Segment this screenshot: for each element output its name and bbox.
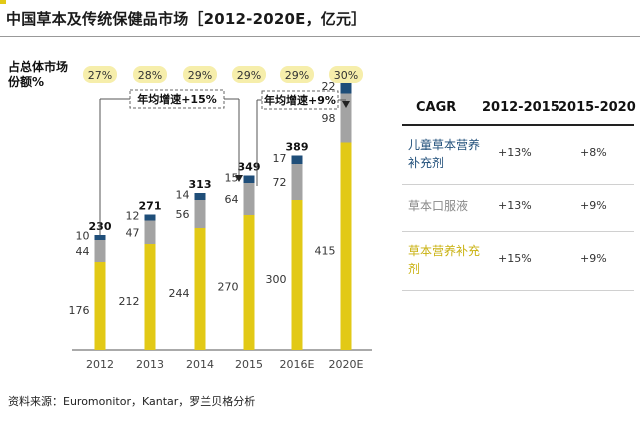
value-label-herbal-nutrition: 270 bbox=[218, 281, 239, 294]
share-pill bbox=[83, 66, 117, 83]
x-tick-label: 2015 bbox=[235, 358, 263, 371]
cagr-row-name: 草本营养补充剂 bbox=[408, 244, 481, 276]
cagr-row-herbal-oral-liquid: 草本口服液 +13% +9% bbox=[402, 185, 634, 232]
value-label-children-herbal: 22 bbox=[322, 80, 336, 93]
cagr-header-period-1: 2012-2015 bbox=[482, 100, 560, 115]
bar-segment-herbal-nutrition bbox=[340, 142, 352, 350]
share-pill-value: 29% bbox=[237, 69, 261, 82]
title-accent-mark bbox=[0, 0, 6, 4]
cagr-row-value-2015-2020: +9% bbox=[580, 252, 607, 265]
bar-segment-herbal-nutrition bbox=[144, 244, 156, 350]
bar-segment-children-herbal bbox=[94, 235, 106, 240]
share-pill bbox=[329, 66, 363, 83]
share-pill-value: 29% bbox=[285, 69, 309, 82]
value-label-herbal-nutrition: 176 bbox=[69, 304, 90, 317]
value-label-children-herbal: 17 bbox=[273, 152, 287, 165]
value-label-children-herbal: 12 bbox=[126, 210, 140, 223]
cagr-row-value-2012-2015: +13% bbox=[498, 146, 532, 159]
cagr-row-value-2015-2020: +9% bbox=[580, 199, 607, 212]
cagr-row-value-2012-2015: +15% bbox=[498, 252, 532, 265]
cagr-row-herbal-nutrition: 草本营养补充剂 +15% +9% bbox=[402, 232, 634, 291]
value-label-children-herbal: 10 bbox=[76, 230, 90, 243]
value-label-herbal-nutrition: 212 bbox=[119, 295, 140, 308]
cagr-table-header: CAGR 2012-2015 2015-2020 bbox=[402, 94, 636, 126]
callout-arrow-head bbox=[342, 101, 350, 108]
value-label-oral-liquid: 72 bbox=[273, 176, 287, 189]
value-label-herbal-nutrition: 300 bbox=[266, 273, 287, 286]
share-pill bbox=[183, 66, 217, 83]
bar-segment-oral-liquid bbox=[144, 220, 156, 244]
bar-segment-oral-liquid bbox=[194, 200, 206, 228]
title-divider bbox=[0, 36, 640, 37]
x-tick-label: 2016E bbox=[280, 358, 315, 371]
chart-title: 中国草本及传统保健品市场［2012-2020E，亿元］ bbox=[6, 10, 367, 28]
bar-segment-oral-liquid bbox=[243, 183, 255, 215]
bar-segment-children-herbal bbox=[243, 175, 255, 183]
cagr-callout-text: 年均增速+15% bbox=[137, 92, 217, 106]
bar-segment-oral-liquid bbox=[340, 93, 352, 143]
source-note: 资料来源：Euromonitor，Kantar，罗兰贝格分析 bbox=[8, 395, 256, 408]
value-label-oral-liquid: 64 bbox=[225, 193, 239, 206]
x-tick-label: 2014 bbox=[186, 358, 214, 371]
cagr-table: CAGR 2012-2015 2015-2020 儿童草本营养补充剂 +13% … bbox=[402, 94, 636, 291]
total-label: 349 bbox=[238, 161, 261, 174]
bar-segment-herbal-nutrition bbox=[94, 262, 106, 350]
total-label: 389 bbox=[286, 141, 309, 154]
total-label: 271 bbox=[139, 200, 162, 213]
cagr-row-name: 儿童草本营养补充剂 bbox=[408, 138, 481, 170]
value-label-oral-liquid: 47 bbox=[126, 226, 140, 239]
callout-arrow-head bbox=[235, 175, 243, 182]
value-label-oral-liquid: 44 bbox=[76, 245, 90, 258]
value-label-children-herbal: 14 bbox=[176, 189, 190, 202]
bar-segment-herbal-nutrition bbox=[194, 228, 206, 350]
bar-segment-oral-liquid bbox=[94, 240, 106, 262]
cagr-row-children-herbal: 儿童草本营养补充剂 +13% +8% bbox=[402, 126, 634, 185]
cagr-callout-text: 年均增速+9% bbox=[264, 93, 336, 107]
bar-segment-children-herbal bbox=[144, 214, 156, 221]
total-label: 313 bbox=[189, 178, 212, 191]
share-pill-value: 30% bbox=[334, 69, 358, 82]
bar-segment-children-herbal bbox=[291, 155, 303, 164]
cagr-header-period-2: 2015-2020 bbox=[558, 100, 636, 115]
x-tick-label: 2012 bbox=[86, 358, 114, 371]
bar-segment-children-herbal bbox=[194, 193, 206, 200]
share-pill-value: 28% bbox=[138, 69, 162, 82]
x-tick-label: 2013 bbox=[136, 358, 164, 371]
cagr-row-value-2012-2015: +13% bbox=[498, 199, 532, 212]
share-pill-value: 29% bbox=[188, 69, 212, 82]
share-pill bbox=[232, 66, 266, 83]
bar-segment-herbal-nutrition bbox=[291, 200, 303, 350]
x-tick-label: 2020E bbox=[329, 358, 364, 371]
share-pill bbox=[133, 66, 167, 83]
share-pill-value: 27% bbox=[88, 69, 112, 82]
share-pill bbox=[280, 66, 314, 83]
bar-segment-children-herbal bbox=[340, 82, 352, 94]
value-label-children-herbal: 15 bbox=[225, 171, 239, 184]
cagr-row-name: 草本口服液 bbox=[408, 199, 469, 213]
share-of-total-label: 占总体市场份额% bbox=[8, 60, 69, 89]
cagr-header-label: CAGR bbox=[416, 100, 457, 115]
value-label-herbal-nutrition: 415 bbox=[315, 244, 336, 257]
bar-segment-oral-liquid bbox=[291, 164, 303, 200]
cagr-row-value-2015-2020: +8% bbox=[580, 146, 607, 159]
value-label-oral-liquid: 98 bbox=[322, 112, 336, 125]
value-label-herbal-nutrition: 244 bbox=[169, 287, 190, 300]
value-label-oral-liquid: 56 bbox=[176, 208, 190, 221]
bar-segment-herbal-nutrition bbox=[243, 215, 255, 350]
